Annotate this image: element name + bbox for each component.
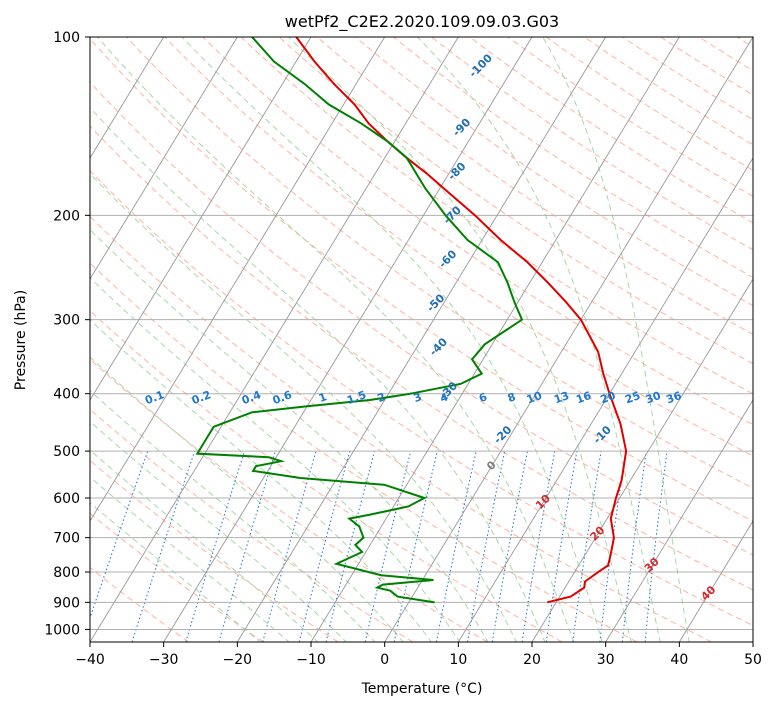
mixing-ratio-label: 13 [552,389,571,406]
isotherm-line [310,37,680,642]
y-tick-label: 900 [53,595,80,611]
mixing-ratio-line [644,451,668,642]
moist-adiabat-line [181,37,603,642]
x-tick-label: 20 [523,652,541,668]
moist-adiabat-line [90,420,348,642]
isotherm-line [384,37,753,642]
moist-adiabat-line [90,502,261,642]
x-tick-label: −30 [149,652,179,668]
isotherm-line [90,37,386,522]
chart-title: wetPf2_C2E2.2020.109.09.03.G03 [285,12,559,32]
y-tick-label: 600 [53,491,80,507]
profile-series [195,37,628,604]
moist-adiabats [90,37,690,642]
dry-adiabat-line [278,37,753,365]
mixing-ratio-label: 10 [525,389,544,407]
dry-adiabat-line [90,125,753,591]
y-tick-label: 200 [53,208,80,224]
mixing-ratio-label: 0.4 [240,388,263,407]
mixing-ratio-label: 2 [376,390,388,405]
isotherms [90,37,753,642]
moist-adiabat-line [97,37,575,642]
x-axis-ticks: −40 −30 −20 −10 0 10 20 30 40 50 [75,642,762,668]
y-tick-label: 300 [53,313,80,329]
x-tick-label: 40 [670,652,688,668]
dry-adiabat-line [240,37,753,395]
dry-adiabat-line [90,310,563,642]
dry-adiabat-line [90,215,712,642]
x-tick-label: 10 [449,652,467,668]
isotherm-line [90,37,459,642]
isotherm-line [678,520,753,642]
dry-adiabat-line [90,512,264,642]
x-tick-label: 30 [597,652,615,668]
mixing-ratio-label: 20 [599,389,618,407]
moist-adiabat-line [90,356,404,642]
mixing-ratio-line [185,450,246,642]
mixing-ratio-label: 0.6 [271,388,294,407]
y-axis-ticks: 100 200 300 400 500 600 700 800 900 1000 [44,30,90,638]
isotherm-line [236,37,607,642]
mixing-ratio-label: 1.5 [345,388,368,407]
x-tick-label: 50 [744,652,762,668]
isotherm-line [90,37,238,280]
y-tick-label: 100 [53,30,80,46]
mixing-ratio-line [325,450,376,642]
mixing-ratio-label: 16 [574,389,593,407]
isotherm-line [163,37,533,642]
mixing-ratio-label: 1 [317,390,329,405]
moist-adiabat-line [90,228,489,642]
mixing-ratio-label: 3 [412,390,424,405]
mixing-ratio-label: 0.2 [190,388,213,407]
x-tick-label: −10 [296,652,326,668]
y-axis-label: Pressure (hPa) [13,290,29,390]
y-tick-label: 800 [53,565,80,581]
y-tick-label: 700 [53,531,80,547]
isotherm-line [90,37,312,401]
y-tick-label: 400 [53,387,80,403]
mixing-ratio-label: 25 [623,389,642,406]
x-axis-label: Temperature (°C) [361,681,483,697]
x-tick-label: −40 [75,652,105,668]
moist-adiabat-line [90,449,319,642]
isotherm-line [90,37,165,159]
dry-adiabat-line [355,37,753,307]
mixing-ratio-line [621,451,647,642]
y-tick-label: 500 [53,444,80,460]
dry-adiabat-line [90,566,190,642]
mixing-ratio-line [599,451,627,642]
mixing-ratio-line [262,450,317,642]
mixing-ratio-line [90,450,149,620]
plot-frame [89,36,754,643]
mixing-ratio-line [364,450,412,642]
isotherm-line [531,278,753,642]
moist-adiabat-line [90,173,518,642]
mixing-ratio-label: 4 [438,390,450,405]
mixing-ratio-label: 0.1 [143,388,166,407]
dry-adiabat-line [90,170,753,627]
isotherm-line [457,157,753,642]
x-tick-label: −20 [223,652,253,668]
y-tick-label: 1000 [44,622,80,638]
mixing-ratio-line [298,450,351,642]
dewpoint-profile-line [195,37,524,604]
mixing-ratio-label: 36 [664,389,683,407]
mixing-ratio-line [218,450,276,642]
mixing-ratio-line [572,451,602,642]
mixing-ratio-label: 6 [477,390,489,405]
mixing-ratio-label: 30 [644,389,663,407]
mixing-ratio-line [131,450,196,642]
moist-adiabat-line [417,37,661,642]
moist-adiabat-line [90,476,290,642]
x-tick-label: 0 [380,652,389,668]
mixing-ratio-line [545,451,578,642]
dry-adiabat-line [202,37,753,426]
moist-adiabat-line [542,37,690,642]
mixing-ratio-label: 8 [506,390,518,405]
isotherm-line [605,399,753,642]
moist-adiabat-line [90,319,433,642]
pressure-gridlines [90,37,753,630]
